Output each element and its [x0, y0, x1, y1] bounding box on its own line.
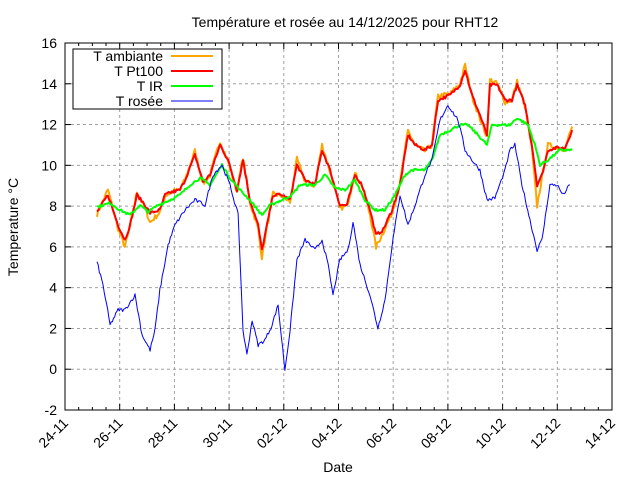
x-axis-label: Date — [323, 459, 353, 475]
x-tick-label: 14-12 — [581, 415, 618, 452]
x-tick-label: 04-12 — [308, 415, 345, 452]
chart-title: Température et rosée au 14/12/2025 pour … — [192, 14, 499, 30]
y-tick-label: 2 — [49, 320, 57, 336]
y-tick-label: 8 — [49, 198, 57, 214]
x-tick-label: 06-12 — [363, 415, 400, 452]
x-tick-label: 08-12 — [417, 415, 454, 452]
series-line-t-ros-e — [96, 105, 570, 371]
y-axis-label: Temperature °C — [5, 178, 21, 276]
x-tick-label: 28-11 — [145, 415, 181, 451]
x-tick-label: 10-12 — [472, 415, 509, 452]
x-tick-label: 24-11 — [35, 415, 71, 451]
x-tick-label: 02-12 — [253, 415, 290, 452]
y-tick-label: 16 — [41, 35, 57, 51]
series-layer — [96, 62, 574, 371]
y-tick-label: 0 — [49, 361, 57, 377]
y-tick-label: 10 — [41, 157, 57, 173]
y-tick-label: -2 — [45, 402, 58, 418]
series-line-t-ir — [96, 117, 573, 216]
legend-label: T ambiante — [93, 48, 163, 64]
y-tick-label: 4 — [49, 280, 57, 296]
legend-label: T rosée — [116, 93, 163, 109]
x-tick-label: 12-12 — [527, 415, 564, 452]
y-tick-label: 12 — [41, 117, 57, 133]
legend-label: T Pt100 — [114, 63, 163, 79]
y-tick-label: 6 — [49, 239, 57, 255]
x-tick-label: 30-11 — [199, 415, 235, 451]
y-tick-label: 14 — [41, 76, 57, 92]
x-tick-label: 26-11 — [90, 415, 126, 451]
legend-box — [72, 48, 223, 110]
legend-label: T IR — [137, 78, 163, 94]
series-line-t-pt100 — [96, 69, 574, 251]
